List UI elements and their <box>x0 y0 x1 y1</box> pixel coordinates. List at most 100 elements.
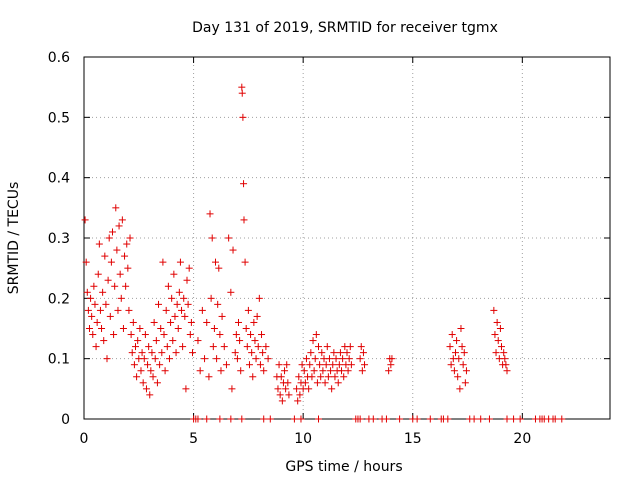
data-point <box>501 355 509 363</box>
data-point <box>503 367 511 375</box>
data-point <box>382 415 390 423</box>
data-point <box>491 331 499 339</box>
data-point <box>138 349 146 357</box>
grid-lines <box>84 57 610 419</box>
data-point <box>324 373 332 381</box>
data-point <box>175 288 183 296</box>
data-point <box>207 294 215 302</box>
data-point <box>254 343 262 351</box>
data-point <box>184 300 192 308</box>
data-point <box>205 373 213 381</box>
data-point <box>448 331 456 339</box>
x-tick-label: 0 <box>80 431 89 447</box>
data-point <box>455 355 463 363</box>
data-point <box>170 270 178 278</box>
y-axis-label: SRMTID / TECUs <box>6 182 22 295</box>
data-point <box>318 349 326 357</box>
data-point <box>136 325 144 332</box>
data-point <box>88 312 96 320</box>
data-point <box>260 367 268 375</box>
data-point <box>178 306 186 314</box>
data-point <box>215 264 223 272</box>
data-point <box>315 415 323 423</box>
data-point <box>185 264 193 272</box>
data-point <box>300 367 308 375</box>
data-point <box>345 355 353 363</box>
data-point <box>388 355 396 363</box>
data-point <box>168 294 176 302</box>
data-point <box>328 385 336 393</box>
data-point <box>203 415 211 423</box>
x-axis-label: GPS time / hours <box>285 459 402 475</box>
data-point <box>137 367 145 375</box>
data-point <box>225 234 233 242</box>
data-point <box>454 373 462 381</box>
data-point <box>498 343 506 351</box>
data-point <box>201 355 209 363</box>
data-point <box>194 337 202 345</box>
y-tick-label: 0.1 <box>48 352 70 368</box>
data-point <box>99 288 107 296</box>
data-point <box>494 337 502 345</box>
data-point <box>259 349 267 357</box>
data-point <box>173 300 181 308</box>
data-point <box>94 270 102 278</box>
data-point <box>301 379 309 387</box>
data-point <box>127 331 135 339</box>
data-point <box>322 361 330 369</box>
data-point <box>89 331 97 339</box>
data-point <box>274 385 282 393</box>
y-tick-label: 0.4 <box>48 171 70 187</box>
data-point <box>107 258 115 266</box>
data-point <box>125 306 133 314</box>
data-point <box>112 204 120 212</box>
data-point <box>116 270 124 278</box>
data-point <box>228 385 236 393</box>
data-point <box>232 331 240 339</box>
data-point <box>181 312 189 320</box>
data-point <box>216 415 224 423</box>
data-point <box>117 294 125 302</box>
chart-title: Day 131 of 2019, SRMTID for receiver tgm… <box>192 20 498 36</box>
data-point <box>174 325 182 332</box>
data-point <box>110 331 118 339</box>
data-point <box>148 349 156 357</box>
data-point <box>516 415 524 423</box>
data-point <box>81 216 89 224</box>
data-point <box>124 264 132 272</box>
data-point <box>180 294 188 302</box>
data-point <box>218 312 226 320</box>
data-point <box>500 349 508 357</box>
data-point <box>369 415 377 423</box>
data-point <box>227 415 235 423</box>
data-point <box>139 379 147 387</box>
data-point <box>85 325 93 332</box>
data-point <box>145 343 153 351</box>
y-tick-label: 0.5 <box>48 110 70 126</box>
data-point <box>315 343 323 351</box>
data-point <box>194 415 202 423</box>
data-point <box>281 367 289 375</box>
data-point <box>346 343 354 351</box>
data-point <box>164 282 172 290</box>
data-point <box>317 373 325 381</box>
data-point <box>256 361 264 369</box>
data-point <box>129 318 137 326</box>
data-point <box>93 318 101 326</box>
data-point <box>502 361 510 369</box>
data-point <box>167 318 175 326</box>
data-point <box>206 210 214 218</box>
data-point <box>142 385 150 393</box>
data-point <box>282 385 290 393</box>
data-point <box>453 337 461 345</box>
data-point <box>496 325 504 332</box>
data-point <box>503 415 511 423</box>
data-point <box>331 373 339 381</box>
data-point <box>151 355 159 363</box>
data-point <box>179 343 187 351</box>
data-point <box>235 318 243 326</box>
data-point <box>140 355 148 363</box>
data-point <box>359 349 367 357</box>
data-point <box>283 361 291 369</box>
